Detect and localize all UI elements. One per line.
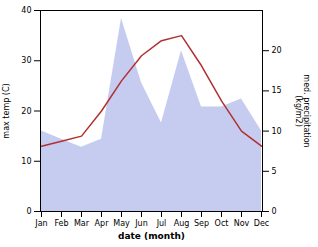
svg-text:30: 30	[21, 56, 31, 65]
svg-text:0: 0	[272, 207, 277, 216]
svg-text:date (month): date (month)	[118, 231, 185, 241]
svg-text:Mar: Mar	[74, 219, 90, 228]
svg-text:med. precipitation(kg/m2): med. precipitation(kg/m2)	[294, 74, 311, 147]
svg-text:max temp (C): max temp (C)	[2, 83, 11, 138]
svg-text:20: 20	[272, 46, 282, 55]
svg-text:15: 15	[272, 86, 282, 95]
svg-text:40: 40	[21, 6, 31, 15]
svg-text:Nov: Nov	[234, 219, 250, 228]
svg-text:Jan: Jan	[34, 219, 47, 228]
svg-text:20: 20	[21, 107, 31, 116]
svg-text:5: 5	[272, 167, 277, 176]
svg-text:10: 10	[21, 157, 31, 166]
svg-text:Apr: Apr	[95, 219, 110, 228]
svg-text:0: 0	[26, 207, 31, 216]
svg-text:Feb: Feb	[54, 219, 68, 228]
svg-text:May: May	[113, 219, 130, 228]
svg-text:Sep: Sep	[194, 219, 209, 228]
svg-text:10: 10	[272, 127, 282, 136]
svg-text:Jul: Jul	[156, 219, 167, 228]
svg-text:Dec: Dec	[254, 219, 269, 228]
svg-text:Oct: Oct	[215, 219, 229, 228]
svg-text:Aug: Aug	[174, 219, 190, 228]
svg-text:Jun: Jun	[134, 219, 148, 228]
